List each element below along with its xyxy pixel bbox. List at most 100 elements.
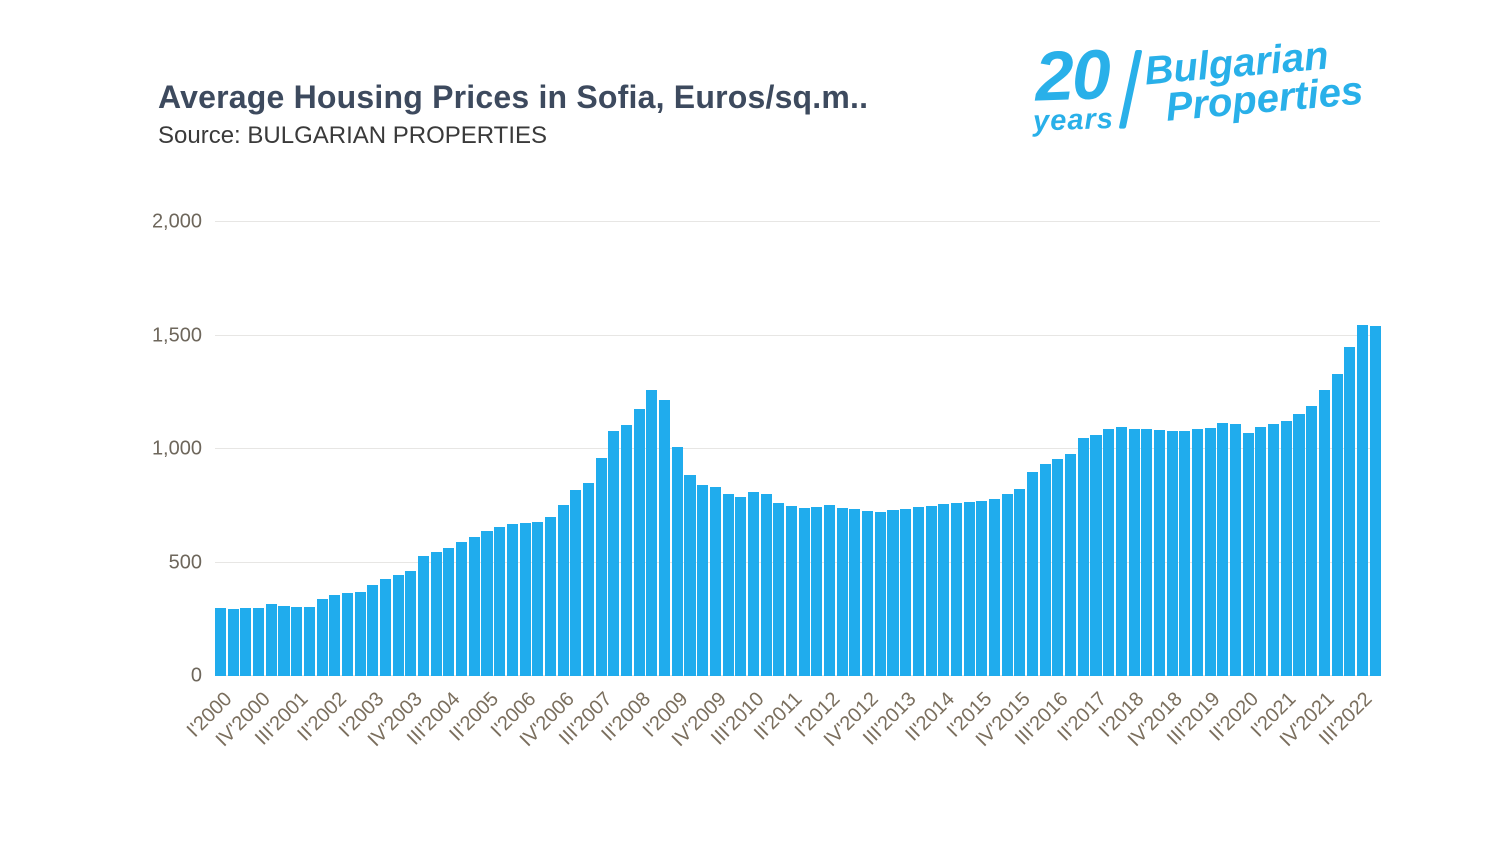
bar-I'2016 xyxy=(1027,471,1039,676)
logo-20-number: 20 xyxy=(1033,35,1111,116)
bar-IV'2017 xyxy=(1115,427,1127,676)
gridline-1500 xyxy=(215,334,1380,336)
bar-III'2022 xyxy=(1356,325,1368,676)
bar-I'2003 xyxy=(367,585,379,676)
bar-I'2001 xyxy=(265,603,277,676)
bar-II'2002 xyxy=(329,595,341,676)
bar-II'2010 xyxy=(735,496,747,676)
bar-II'2021 xyxy=(1293,413,1305,676)
bar-III'2007 xyxy=(595,458,607,676)
bar-I'2005 xyxy=(468,537,480,676)
bar-I'2006 xyxy=(519,523,531,676)
bar-I'2004 xyxy=(418,555,430,676)
bar-II'2013 xyxy=(887,510,899,676)
bar-IV'2021 xyxy=(1318,389,1330,676)
bar-I'2013 xyxy=(874,512,886,676)
bar-II'2007 xyxy=(582,482,595,676)
bar-II'2014 xyxy=(938,504,950,676)
bar-IV'2014 xyxy=(963,502,975,676)
bar-I'2020 xyxy=(1230,424,1242,676)
bar-IV'2004 xyxy=(456,542,468,676)
bar-III'2002 xyxy=(341,593,353,676)
bar-chart: 0 500 1,000 1,500 2,000 I'2000 IV'2000 III'200… xyxy=(152,211,1381,751)
bar-II'2018 xyxy=(1141,429,1153,676)
bar-III'2016 xyxy=(1052,459,1064,676)
bulgarian-properties-logo: 20 years Bulgarian Properties xyxy=(1031,34,1365,138)
bar-III'2012 xyxy=(849,509,861,676)
bar-II'2016 xyxy=(1039,464,1051,676)
bar-series xyxy=(215,222,1381,676)
bar-III'2010 xyxy=(747,491,759,676)
bar-III'2000 xyxy=(240,608,252,676)
bar-IV'2011 xyxy=(811,506,823,676)
bar-IV'2020 xyxy=(1268,424,1280,676)
y-axis-tick-label: 0 xyxy=(190,664,202,687)
bar-I'2010 xyxy=(722,494,734,676)
bar-I'2009 xyxy=(671,446,683,676)
bar-II'2019 xyxy=(1191,429,1204,676)
bar-IV'2002 xyxy=(354,591,366,676)
bar-I'2014 xyxy=(925,505,937,676)
bar-II'2011 xyxy=(785,506,798,676)
bar-I'2011 xyxy=(773,503,785,676)
bar-III'2021 xyxy=(1306,405,1318,676)
gridline-0 xyxy=(215,675,1380,676)
bar-IV'2005 xyxy=(506,524,518,676)
bar-II'2009 xyxy=(684,475,696,676)
bar-III'2013 xyxy=(900,508,912,676)
bar-I'2019 xyxy=(1179,431,1191,676)
bar-IV'2013 xyxy=(912,506,924,676)
bar-I'2021 xyxy=(1280,420,1292,676)
bar-IV'2003 xyxy=(405,571,417,676)
bar-I'2017 xyxy=(1077,438,1089,676)
x-axis: I'2000 IV'2000 III'2001 II'2002 I'2003 IV'200… xyxy=(183,676,1380,786)
y-axis-tick-label: 500 xyxy=(168,551,202,573)
bar-II'2006 xyxy=(532,521,544,676)
bar-III'2004 xyxy=(443,547,455,676)
bar-II'2005 xyxy=(481,530,493,676)
gridline-1000 xyxy=(215,448,1380,449)
bar-IV'2001 xyxy=(303,606,315,676)
gridline-2000 xyxy=(215,221,1380,222)
bar-I'2012 xyxy=(824,505,836,676)
bar-III'2020 xyxy=(1255,427,1267,676)
bar-IV'2012 xyxy=(862,510,874,676)
bar-IV'2019 xyxy=(1217,422,1229,676)
bar-III'2019 xyxy=(1204,428,1216,676)
bar-III'2018 xyxy=(1153,429,1165,676)
bar-I'2022 xyxy=(1331,374,1343,676)
bar-II'2001 xyxy=(278,606,290,676)
logo-20-years-block: 20 years xyxy=(1031,35,1115,138)
bar-III'2014 xyxy=(950,503,962,676)
bar-II'2015 xyxy=(988,498,1001,676)
bar-III'2015 xyxy=(1001,494,1013,676)
y-axis-tick-label: 1,500 xyxy=(151,324,202,346)
bar-IV'2016 xyxy=(1065,454,1077,676)
bar-IV'2022 xyxy=(1369,326,1381,676)
bar-III'2003 xyxy=(392,575,404,676)
bar-II'2012 xyxy=(836,507,848,676)
bar-IV'2000 xyxy=(253,607,265,676)
bar-I'2000 xyxy=(215,607,227,676)
bar-I'2008 xyxy=(621,425,633,676)
bar-I'2002 xyxy=(316,598,328,676)
bar-IV'2015 xyxy=(1014,489,1026,676)
bar-I'2015 xyxy=(976,500,988,676)
bar-II'2022 xyxy=(1344,346,1356,676)
bar-IV'2007 xyxy=(608,430,620,676)
y-axis-tick-label: 2,000 xyxy=(151,210,202,233)
bar-IV'2009 xyxy=(709,487,721,676)
bar-III'2005 xyxy=(494,526,506,676)
bar-II'2008 xyxy=(633,409,645,676)
bar-II'2017 xyxy=(1090,435,1102,676)
bar-IV'2008 xyxy=(659,400,671,676)
bar-III'2001 xyxy=(291,607,303,676)
logo-divider-slash xyxy=(1118,50,1143,130)
bar-II'2000 xyxy=(227,609,239,676)
gridline-500 xyxy=(215,561,1380,563)
bar-III'2017 xyxy=(1103,429,1115,676)
logo-years-text: years xyxy=(1032,102,1115,138)
bar-IV'2006 xyxy=(557,505,569,676)
source-label: Source: BULGARIAN PROPERTIES xyxy=(158,122,548,149)
bar-IV'2018 xyxy=(1166,430,1178,676)
